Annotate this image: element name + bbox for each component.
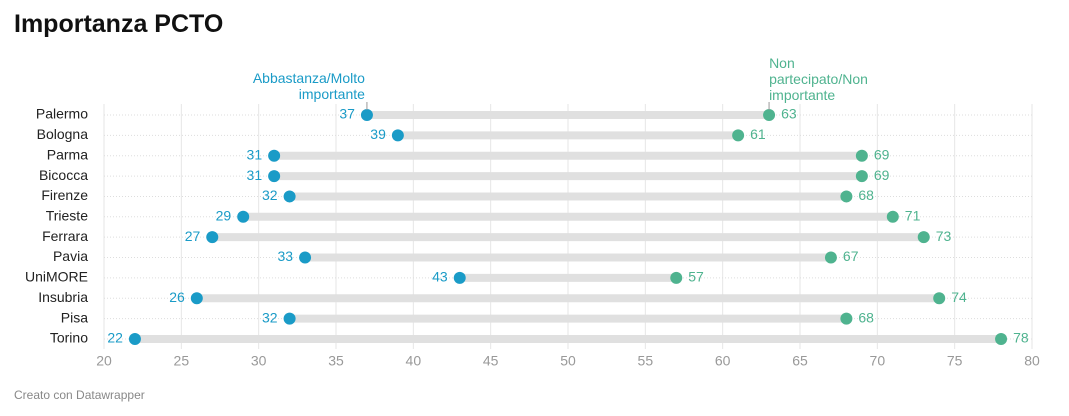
dot: [283, 312, 296, 325]
x-tick-label: 70: [870, 353, 886, 369]
dot: [237, 210, 250, 223]
dot: [995, 332, 1008, 345]
value-label: 71: [905, 208, 921, 224]
value-label: 27: [185, 228, 201, 244]
x-tick-label: 40: [406, 353, 422, 369]
dot: [128, 332, 141, 345]
dot: [886, 210, 899, 223]
value-label: 32: [262, 309, 278, 325]
dot: [453, 271, 466, 284]
dot: [917, 231, 930, 244]
x-tick-label: 55: [638, 353, 654, 369]
x-tick-label: 80: [1024, 353, 1040, 369]
value-label: 39: [370, 126, 386, 142]
dot: [190, 292, 203, 305]
dot: [824, 251, 837, 264]
value-label: 68: [858, 187, 874, 203]
x-tick-label: 60: [715, 353, 731, 369]
value-label: 37: [339, 106, 355, 122]
x-tick-label: 65: [792, 353, 808, 369]
value-label: 31: [247, 167, 263, 183]
source-note: Creato con Datawrapper: [14, 388, 145, 402]
x-tick-label: 30: [251, 353, 267, 369]
category-label: Ferrara: [42, 228, 88, 244]
dot: [360, 109, 373, 121]
dot: [855, 149, 868, 162]
value-label: 78: [1013, 330, 1029, 346]
dot: [855, 170, 868, 183]
value-label: 67: [843, 248, 859, 264]
value-label: 74: [951, 289, 967, 305]
value-label: 33: [277, 248, 293, 264]
value-label: 32: [262, 187, 278, 203]
x-tick-label: 35: [328, 353, 344, 369]
dot: [840, 190, 853, 203]
category-label: Bicocca: [39, 167, 88, 183]
dot: [763, 109, 776, 121]
x-tick-label: 20: [96, 353, 112, 369]
category-label: Palermo: [36, 106, 88, 122]
dot: [268, 149, 281, 162]
dot: [670, 271, 683, 284]
dot: [840, 312, 853, 325]
category-label: Firenze: [41, 187, 88, 203]
value-label: 29: [216, 208, 232, 224]
value-label: 63: [781, 106, 797, 122]
value-label: 31: [247, 146, 263, 162]
x-tick-label: 50: [560, 353, 576, 369]
category-label: Pavia: [53, 248, 88, 264]
dot: [299, 251, 312, 264]
chart-title: Importanza PCTO: [14, 10, 224, 38]
series-label: Abbastanza/Molto importante: [252, 70, 365, 102]
value-label: 69: [874, 146, 890, 162]
value-label: 61: [750, 126, 766, 142]
value-label: 69: [874, 167, 890, 183]
dot: [283, 190, 296, 203]
category-label: Bologna: [37, 126, 89, 142]
category-label: Trieste: [46, 208, 88, 224]
category-label: Torino: [50, 330, 88, 346]
value-label: 26: [169, 289, 185, 305]
value-label: 73: [936, 228, 952, 244]
category-label: Insubria: [38, 289, 88, 305]
dot: [206, 231, 219, 244]
dot: [391, 129, 404, 142]
dot: [933, 292, 946, 305]
dot: [268, 170, 281, 183]
x-tick-label: 75: [947, 353, 963, 369]
value-label: 22: [107, 330, 123, 346]
value-label: 57: [688, 269, 704, 285]
x-tick-label: 45: [483, 353, 499, 369]
category-label: UniMORE: [25, 269, 88, 285]
dot: [732, 129, 745, 142]
category-label: Pisa: [61, 309, 88, 325]
value-label: 43: [432, 269, 448, 285]
value-label: 68: [858, 309, 874, 325]
series-label: Non partecipato/Non importante: [769, 55, 868, 103]
category-label: Parma: [47, 146, 88, 162]
x-tick-label: 25: [174, 353, 190, 369]
